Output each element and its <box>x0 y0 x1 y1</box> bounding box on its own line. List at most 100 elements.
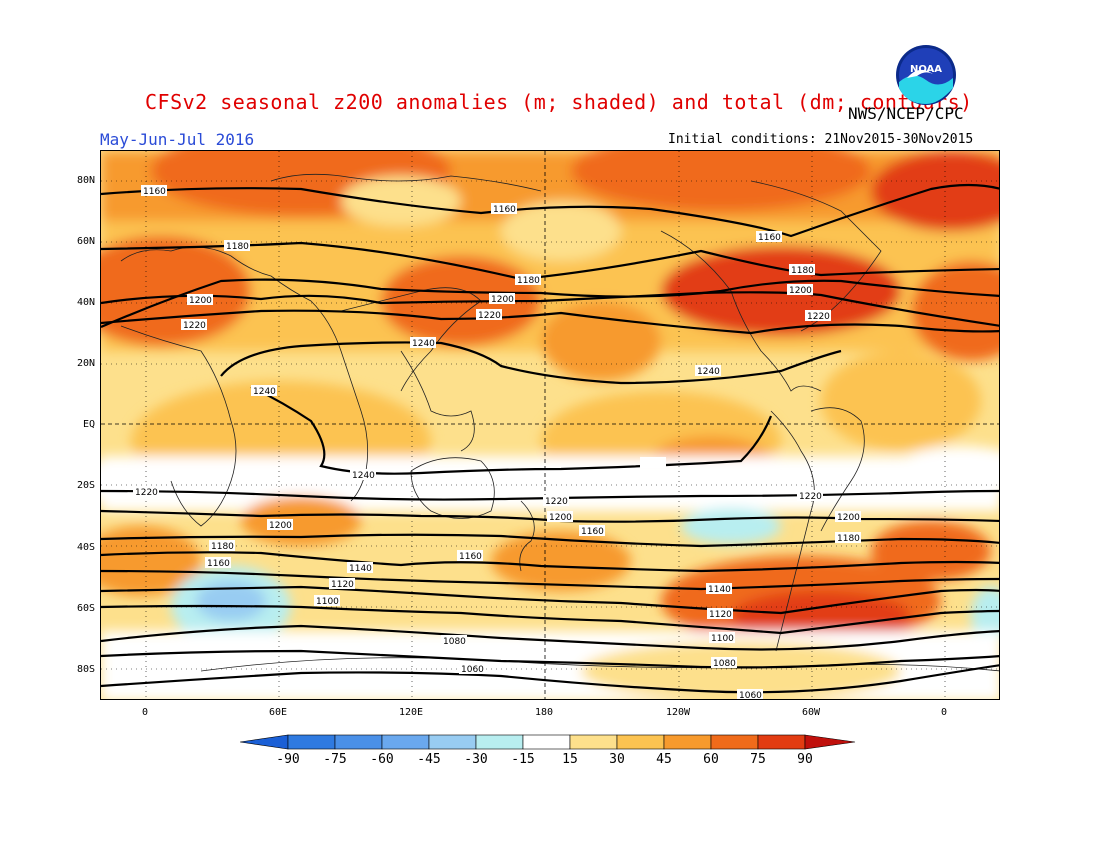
legend-label-60: 60 <box>703 752 719 767</box>
svg-text:1120: 1120 <box>331 580 354 590</box>
contour-label-1240c: 1240 <box>695 365 721 377</box>
legend-label-75: 75 <box>750 752 766 767</box>
legend-swatch-3 <box>381 734 430 750</box>
legend-swatch-5 <box>475 734 524 750</box>
legend-swatch-6 <box>522 734 571 750</box>
svg-text:1200: 1200 <box>189 296 212 306</box>
lat-label-80s: 80S <box>76 664 95 675</box>
svg-text:1240: 1240 <box>697 367 720 377</box>
contour-label-1180c: 1180 <box>789 264 815 276</box>
contour-label-1160c: 1160 <box>756 231 782 243</box>
legend-swatch-7 <box>569 734 618 750</box>
svg-text:1180: 1180 <box>226 242 249 252</box>
svg-text:1080: 1080 <box>713 659 736 669</box>
logo-text: NOAA <box>910 64 942 75</box>
legend-label-45: 45 <box>656 752 672 767</box>
initial-conditions-label: Initial conditions: 21Nov2015-30Nov2015 <box>668 132 974 147</box>
lon-label-60e: 60E <box>268 707 288 718</box>
contour-label-1240b: 1240 <box>251 385 277 397</box>
legend-swatch-8 <box>616 734 665 750</box>
lat-label-eq: EQ <box>82 419 95 430</box>
svg-text:1200: 1200 <box>269 521 292 531</box>
svg-text:1180: 1180 <box>211 542 234 552</box>
legend-swatch-1 <box>287 734 336 750</box>
lat-label-40s: 40S <box>76 542 95 553</box>
contour-label-1140b: 1140 <box>706 583 732 595</box>
legend-label-m30: -30 <box>464 752 488 767</box>
contour-label-1220d: 1220 <box>133 486 159 498</box>
chart-title: CFSv2 seasonal z200 anomalies (m; shaded… <box>145 90 973 114</box>
agency-label: NWS/NCEP/CPC <box>848 104 964 123</box>
legend-swatch-10 <box>710 734 759 750</box>
svg-text:1220: 1220 <box>183 321 206 331</box>
svg-text:1160: 1160 <box>143 187 166 197</box>
contour-label-1140a: 1140 <box>347 562 373 574</box>
legend-label-30: 30 <box>609 752 625 767</box>
contour-label-1200e: 1200 <box>547 511 573 523</box>
svg-text:1060: 1060 <box>739 691 762 700</box>
svg-text:1180: 1180 <box>517 276 540 286</box>
contour-label-1220f: 1220 <box>797 490 823 502</box>
svg-text:1120: 1120 <box>709 610 732 620</box>
lon-label-180: 180 <box>534 707 554 718</box>
svg-text:1200: 1200 <box>491 295 514 305</box>
legend-swatch-0 <box>240 734 289 750</box>
contour-label-1100a: 1100 <box>314 595 340 607</box>
svg-text:1220: 1220 <box>545 497 568 507</box>
contour-label-1080b: 1080 <box>711 657 737 669</box>
contour-label-1200c: 1200 <box>787 284 813 296</box>
lat-label-20s: 20S <box>76 480 95 491</box>
svg-text:1160: 1160 <box>493 205 516 215</box>
svg-text:1220: 1220 <box>799 492 822 502</box>
lat-label-60n: 60N <box>76 236 95 247</box>
svg-text:1060: 1060 <box>461 665 484 675</box>
legend-swatch-9 <box>663 734 712 750</box>
contour-label-1160f: 1160 <box>457 550 483 562</box>
contour-label-1160a: 1160 <box>141 185 167 197</box>
svg-text:1200: 1200 <box>789 286 812 296</box>
contour-label-1220c: 1220 <box>805 310 831 322</box>
contour-label-1240d: 1240 <box>350 457 666 481</box>
svg-text:1240: 1240 <box>412 339 435 349</box>
svg-text:1080: 1080 <box>443 637 466 647</box>
legend-label-m75: -75 <box>323 752 347 767</box>
contour-label-1120b: 1120 <box>707 608 733 620</box>
anomaly-shading <box>101 151 999 699</box>
legend-label-m60: -60 <box>370 752 394 767</box>
svg-text:1140: 1140 <box>349 564 372 574</box>
lon-label-0: 0 <box>141 707 149 718</box>
svg-text:1100: 1100 <box>711 634 734 644</box>
svg-text:1200: 1200 <box>837 513 860 523</box>
map-panel: 1160 1160 1160 1180 1180 1180 1200 1200 … <box>100 150 1000 700</box>
legend-swatch-4 <box>428 734 477 750</box>
contour-label-1100b: 1100 <box>709 632 735 644</box>
height-contours <box>101 183 999 694</box>
svg-text:1160: 1160 <box>207 559 230 569</box>
legend-label-m15: -15 <box>511 752 535 767</box>
contour-label-1220b: 1220 <box>476 309 502 321</box>
contour-label-1220a: 1220 <box>181 319 207 331</box>
color-legend <box>240 734 856 750</box>
lat-label-80n: 80N <box>76 175 95 186</box>
contour-label-1180d: 1180 <box>209 540 235 552</box>
svg-text:1180: 1180 <box>837 534 860 544</box>
contour-label-1120a: 1120 <box>329 578 355 590</box>
legend-label-m45: -45 <box>417 752 441 767</box>
lon-label-120w: 120W <box>665 707 691 718</box>
lon-label-60w: 60W <box>801 707 821 718</box>
svg-text:1160: 1160 <box>758 233 781 243</box>
contour-label-1060b: 1060 <box>737 689 763 700</box>
contour-label-1200f: 1200 <box>835 511 861 523</box>
svg-text:1240: 1240 <box>352 471 375 481</box>
contour-label-1240a: 1240 <box>410 337 436 349</box>
svg-text:1160: 1160 <box>459 552 482 562</box>
contour-label-1220e: 1220 <box>543 495 569 507</box>
period-label: May-Jun-Jul 2016 <box>100 130 255 149</box>
contour-label-1160d: 1160 <box>579 525 605 537</box>
contour-labels: 1160 1160 1160 1180 1180 1180 1200 1200 … <box>133 185 861 700</box>
svg-text:1140: 1140 <box>708 585 731 595</box>
contour-label-1160e: 1160 <box>205 557 231 569</box>
legend-label-m90: -90 <box>276 752 300 767</box>
legend-swatch-12 <box>804 734 856 750</box>
svg-text:1200: 1200 <box>549 513 572 523</box>
